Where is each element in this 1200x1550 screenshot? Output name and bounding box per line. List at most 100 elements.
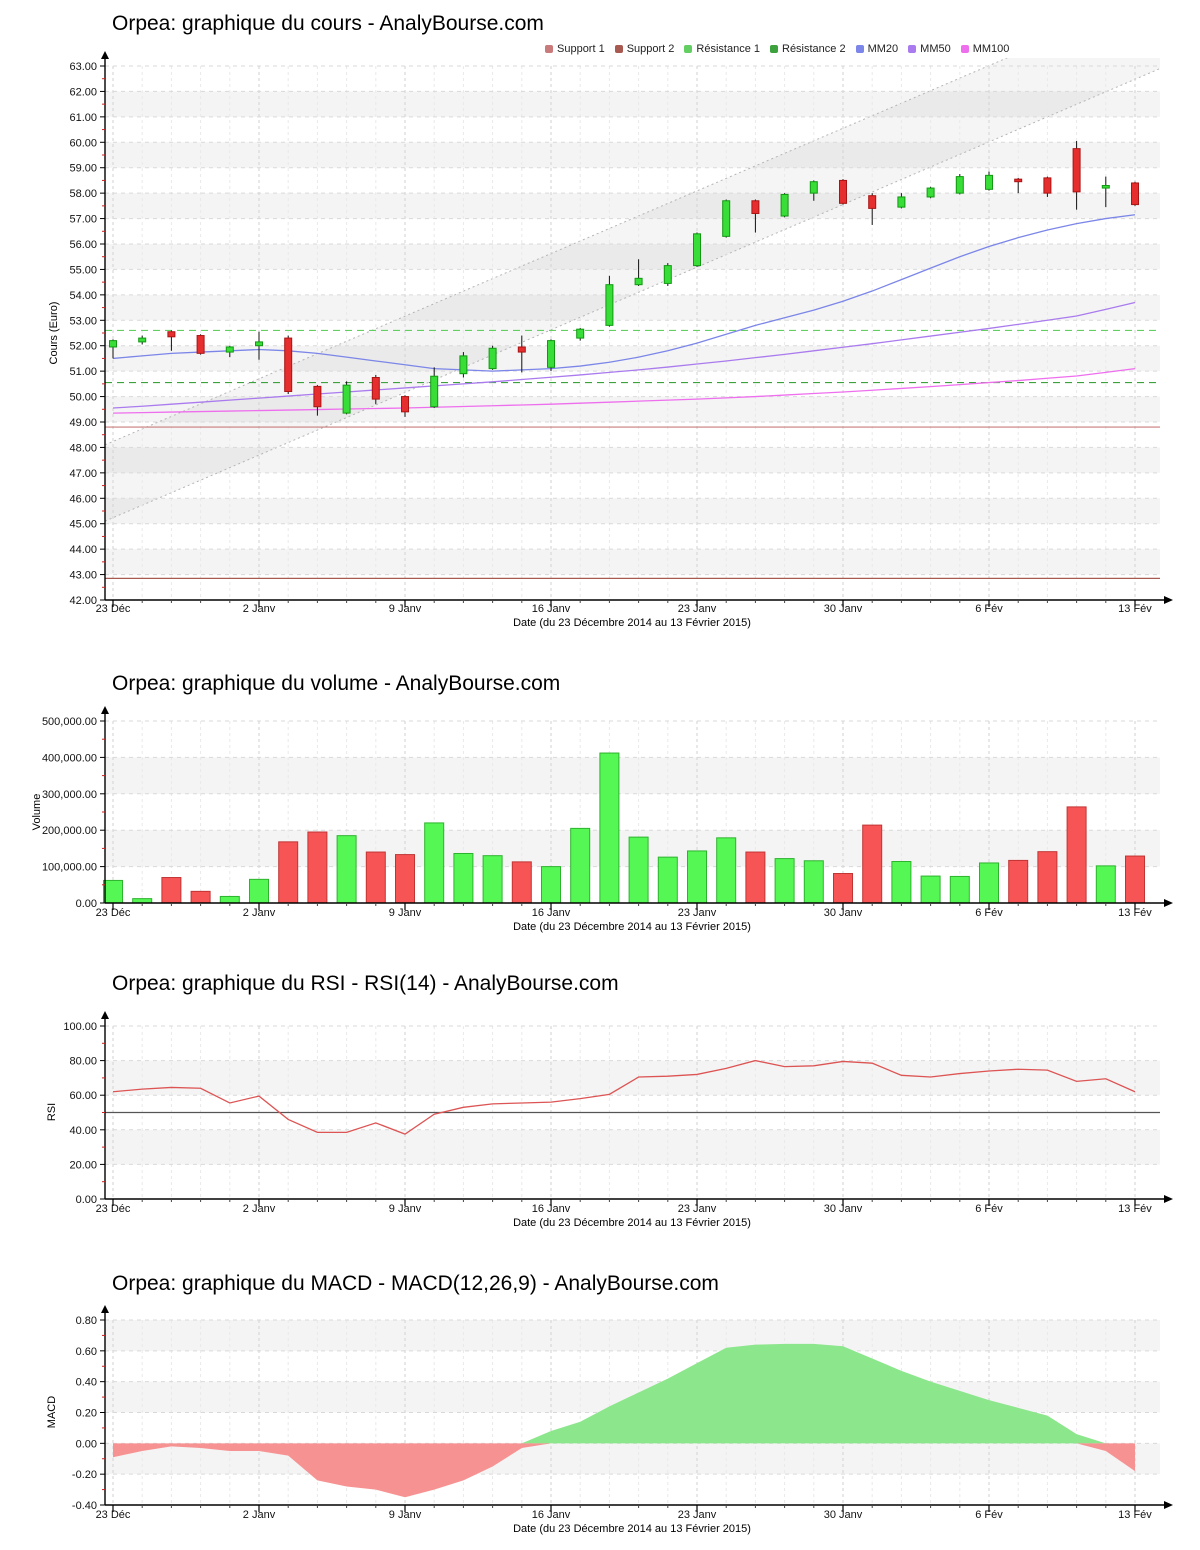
svg-text:45.00: 45.00 [69, 519, 97, 531]
legend-item-mm50: MM50 [908, 43, 951, 55]
svg-text:13 Fév: 13 Fév [1118, 907, 1152, 919]
price-y-axis-label: Cours (Euro) [48, 302, 60, 365]
svg-text:-0.40: -0.40 [72, 1500, 97, 1512]
price-x-axis-label: Date (du 23 Décembre 2014 au 13 Février … [513, 617, 751, 629]
svg-text:100.00: 100.00 [63, 1021, 97, 1033]
legend-item-résistance-2: Résistance 2 [770, 43, 846, 55]
svg-text:6 Fév: 6 Fév [975, 603, 1003, 615]
svg-text:49.00: 49.00 [69, 417, 97, 429]
svg-text:6 Fév: 6 Fév [975, 1509, 1003, 1521]
svg-text:16 Janv: 16 Janv [532, 1509, 571, 1521]
svg-text:200,000.00: 200,000.00 [42, 825, 97, 837]
svg-text:51.00: 51.00 [69, 366, 97, 378]
legend-swatch [545, 45, 553, 53]
price-chart-title: Orpea: graphique du cours - AnalyBourse.… [112, 12, 544, 35]
svg-text:100,000.00: 100,000.00 [42, 862, 97, 874]
svg-text:47.00: 47.00 [69, 468, 97, 480]
svg-text:23 Déc: 23 Déc [96, 1509, 131, 1521]
rsi-chart-canvas: 0.00 20.00 40.00 60.00 80.00 100.00 23 Déc 2 Ja… [46, 1011, 1173, 1229]
svg-text:80.00: 80.00 [69, 1056, 97, 1068]
legend-item-résistance-1: Résistance 1 [684, 43, 760, 55]
svg-text:61.00: 61.00 [69, 112, 97, 124]
svg-text:2 Janv: 2 Janv [243, 1203, 276, 1215]
volume-y-axis-label: Volume [31, 794, 43, 831]
svg-text:56.00: 56.00 [69, 239, 97, 251]
macd-chart-title: Orpea: graphique du MACD - MACD(12,26,9)… [112, 1272, 719, 1295]
svg-text:55.00: 55.00 [69, 264, 97, 276]
svg-text:60.00: 60.00 [69, 1090, 97, 1102]
svg-text:9 Janv: 9 Janv [389, 1509, 422, 1521]
rsi-chart-title: Orpea: graphique du RSI - RSI(14) - Anal… [112, 972, 619, 995]
svg-text:9 Janv: 9 Janv [389, 603, 422, 615]
svg-text:0.40: 0.40 [76, 1377, 97, 1389]
svg-text:50.00: 50.00 [69, 392, 97, 404]
svg-text:16 Janv: 16 Janv [532, 907, 571, 919]
svg-text:46.00: 46.00 [69, 493, 97, 505]
svg-text:48.00: 48.00 [69, 442, 97, 454]
svg-text:23 Janv: 23 Janv [678, 1509, 717, 1521]
svg-text:16 Janv: 16 Janv [532, 603, 571, 615]
svg-text:30 Janv: 30 Janv [824, 1203, 863, 1215]
svg-text:-0.20: -0.20 [72, 1469, 97, 1481]
volume-chart-title: Orpea: graphique du volume - AnalyBourse… [112, 672, 561, 695]
legend-swatch [908, 45, 917, 53]
svg-text:6 Fév: 6 Fév [975, 907, 1003, 919]
svg-text:2 Janv: 2 Janv [243, 1509, 276, 1521]
svg-text:23 Déc: 23 Déc [96, 1203, 131, 1215]
svg-text:30 Janv: 30 Janv [824, 907, 863, 919]
legend-swatch [960, 45, 969, 53]
legend-item-support-1: Support 1 [545, 43, 605, 55]
svg-text:44.00: 44.00 [69, 544, 97, 556]
svg-text:13 Fév: 13 Fév [1118, 1509, 1152, 1521]
svg-text:2 Janv: 2 Janv [243, 907, 276, 919]
svg-text:0.00: 0.00 [76, 898, 97, 910]
svg-text:23 Janv: 23 Janv [678, 907, 717, 919]
svg-text:62.00: 62.00 [69, 86, 97, 98]
legend-item-mm20: MM20 [855, 43, 899, 55]
svg-text:9 Janv: 9 Janv [389, 907, 422, 919]
legend-label: MM100 [972, 43, 1010, 55]
svg-text:16 Janv: 16 Janv [532, 1203, 571, 1215]
svg-text:0.60: 0.60 [76, 1346, 97, 1358]
svg-text:23 Déc: 23 Déc [96, 603, 131, 615]
volume-x-axis-label: Date (du 23 Décembre 2014 au 13 Février … [513, 921, 751, 933]
rsi-y-axis-label: RSI [46, 1103, 58, 1121]
svg-text:23 Janv: 23 Janv [678, 603, 717, 615]
legend-item-support-2: Support 2 [614, 43, 674, 55]
svg-text:0.00: 0.00 [76, 1194, 97, 1206]
price-chart-canvas: 42.00 43.00 44.00 45.00 46.00 47.00 48.00 49.00… [48, 51, 1173, 629]
macd-chart-canvas: -0.40 -0.20 0.00 0.20 0.40 0.60 0.80 23 Déc 2 Ja… [46, 1305, 1173, 1535]
svg-text:20.00: 20.00 [69, 1159, 97, 1171]
price-chart-legend: Support 1 Support 2 Résistance 1 Résistance… [545, 43, 1009, 55]
svg-text:60.00: 60.00 [69, 137, 97, 149]
svg-text:63.00: 63.00 [69, 61, 97, 73]
svg-text:0.00: 0.00 [76, 1438, 97, 1450]
svg-text:6 Fév: 6 Fév [975, 1203, 1003, 1215]
svg-text:30 Janv: 30 Janv [824, 1509, 863, 1521]
svg-text:59.00: 59.00 [69, 163, 97, 175]
legend-label: Support 1 [557, 43, 605, 55]
svg-text:2 Janv: 2 Janv [243, 603, 276, 615]
svg-text:500,000.00: 500,000.00 [42, 716, 97, 728]
legend-label: MM20 [867, 43, 899, 55]
svg-text:23 Janv: 23 Janv [678, 1203, 717, 1215]
svg-text:0.20: 0.20 [76, 1408, 97, 1420]
svg-text:54.00: 54.00 [69, 290, 97, 302]
svg-text:400,000.00: 400,000.00 [42, 752, 97, 764]
svg-text:13 Fév: 13 Fév [1118, 1203, 1152, 1215]
macd-y-axis-label: MACD [46, 1396, 58, 1428]
svg-text:42.00: 42.00 [69, 595, 97, 607]
legend-swatch [770, 45, 778, 53]
rsi-x-axis-label: Date (du 23 Décembre 2014 au 13 Février … [513, 1217, 751, 1229]
svg-text:57.00: 57.00 [69, 214, 97, 226]
svg-text:58.00: 58.00 [69, 188, 97, 200]
legend-swatch [684, 45, 693, 53]
svg-text:13 Fév: 13 Fév [1118, 603, 1152, 615]
macd-x-axis-label: Date (du 23 Décembre 2014 au 13 Février … [513, 1523, 751, 1535]
svg-text:9 Janv: 9 Janv [389, 1203, 422, 1215]
legend-swatch [855, 45, 864, 53]
svg-text:52.00: 52.00 [69, 341, 97, 353]
svg-text:43.00: 43.00 [69, 570, 97, 582]
legend-label: MM50 [920, 43, 951, 55]
